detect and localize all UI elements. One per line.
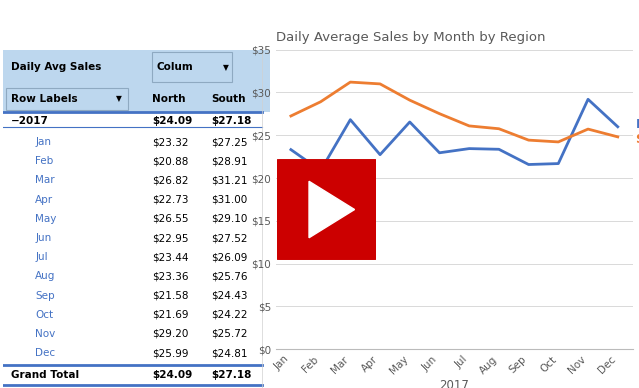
Text: $24.09: $24.09 bbox=[153, 370, 193, 380]
Text: ▼: ▼ bbox=[116, 94, 122, 103]
FancyBboxPatch shape bbox=[3, 50, 270, 85]
Text: $25.76: $25.76 bbox=[211, 271, 247, 281]
Text: Oct: Oct bbox=[35, 310, 53, 320]
Polygon shape bbox=[309, 181, 355, 238]
Text: Aug: Aug bbox=[35, 271, 56, 281]
Text: $29.20: $29.20 bbox=[153, 329, 189, 339]
Text: $22.73: $22.73 bbox=[153, 195, 189, 204]
Text: Jan: Jan bbox=[35, 137, 51, 147]
Text: $21.58: $21.58 bbox=[153, 291, 189, 301]
Text: $29.10: $29.10 bbox=[211, 214, 247, 224]
Text: North: North bbox=[153, 94, 186, 104]
Text: $27.52: $27.52 bbox=[211, 233, 247, 243]
Text: $23.44: $23.44 bbox=[153, 252, 189, 262]
FancyBboxPatch shape bbox=[153, 52, 233, 83]
Text: Daily Average Sales by Month by Region: Daily Average Sales by Month by Region bbox=[276, 31, 546, 44]
Text: ▼: ▼ bbox=[223, 63, 229, 72]
Text: Apr: Apr bbox=[35, 195, 53, 204]
Text: $24.43: $24.43 bbox=[211, 291, 247, 301]
X-axis label: 2017: 2017 bbox=[440, 379, 469, 388]
FancyBboxPatch shape bbox=[272, 159, 382, 260]
Text: How to Calculate Daily Averages with Pivot Tables: How to Calculate Daily Averages with Piv… bbox=[93, 18, 546, 33]
Text: Jun: Jun bbox=[35, 233, 51, 243]
Text: −2017: −2017 bbox=[12, 116, 49, 126]
Text: $31.21: $31.21 bbox=[211, 175, 247, 185]
Text: Mar: Mar bbox=[35, 175, 55, 185]
FancyBboxPatch shape bbox=[3, 85, 270, 112]
Text: $22.95: $22.95 bbox=[153, 233, 189, 243]
Text: $27.18: $27.18 bbox=[211, 116, 251, 126]
Text: $21.69: $21.69 bbox=[153, 310, 189, 320]
Text: $24.09: $24.09 bbox=[153, 116, 193, 126]
Text: $24.22: $24.22 bbox=[211, 310, 247, 320]
Text: $26.55: $26.55 bbox=[153, 214, 189, 224]
Text: $24.81: $24.81 bbox=[211, 348, 247, 358]
Text: $25.99: $25.99 bbox=[153, 348, 189, 358]
Text: Feb: Feb bbox=[35, 156, 54, 166]
Text: $26.82: $26.82 bbox=[153, 175, 189, 185]
Text: $23.32: $23.32 bbox=[153, 137, 189, 147]
Text: $31.00: $31.00 bbox=[211, 195, 247, 204]
Text: $26.09: $26.09 bbox=[211, 252, 247, 262]
Text: Sep: Sep bbox=[35, 291, 55, 301]
Text: $27.25: $27.25 bbox=[211, 137, 247, 147]
Text: $25.72: $25.72 bbox=[211, 329, 247, 339]
Text: South: South bbox=[636, 133, 639, 146]
Text: Nov: Nov bbox=[35, 329, 56, 339]
Text: Jul: Jul bbox=[35, 252, 48, 262]
Text: Colum: Colum bbox=[157, 62, 193, 73]
FancyBboxPatch shape bbox=[6, 88, 128, 109]
Text: North: North bbox=[636, 118, 639, 131]
Text: South: South bbox=[211, 94, 245, 104]
Text: Daily Avg Sales: Daily Avg Sales bbox=[12, 62, 102, 73]
FancyBboxPatch shape bbox=[272, 158, 381, 261]
Text: May: May bbox=[35, 214, 56, 224]
Text: Row Labels: Row Labels bbox=[12, 94, 78, 104]
Text: $27.18: $27.18 bbox=[211, 370, 251, 380]
Text: $23.36: $23.36 bbox=[153, 271, 189, 281]
Text: Grand Total: Grand Total bbox=[12, 370, 79, 380]
Text: $28.91: $28.91 bbox=[211, 156, 247, 166]
Text: Dec: Dec bbox=[35, 348, 56, 358]
Text: $20.88: $20.88 bbox=[153, 156, 189, 166]
